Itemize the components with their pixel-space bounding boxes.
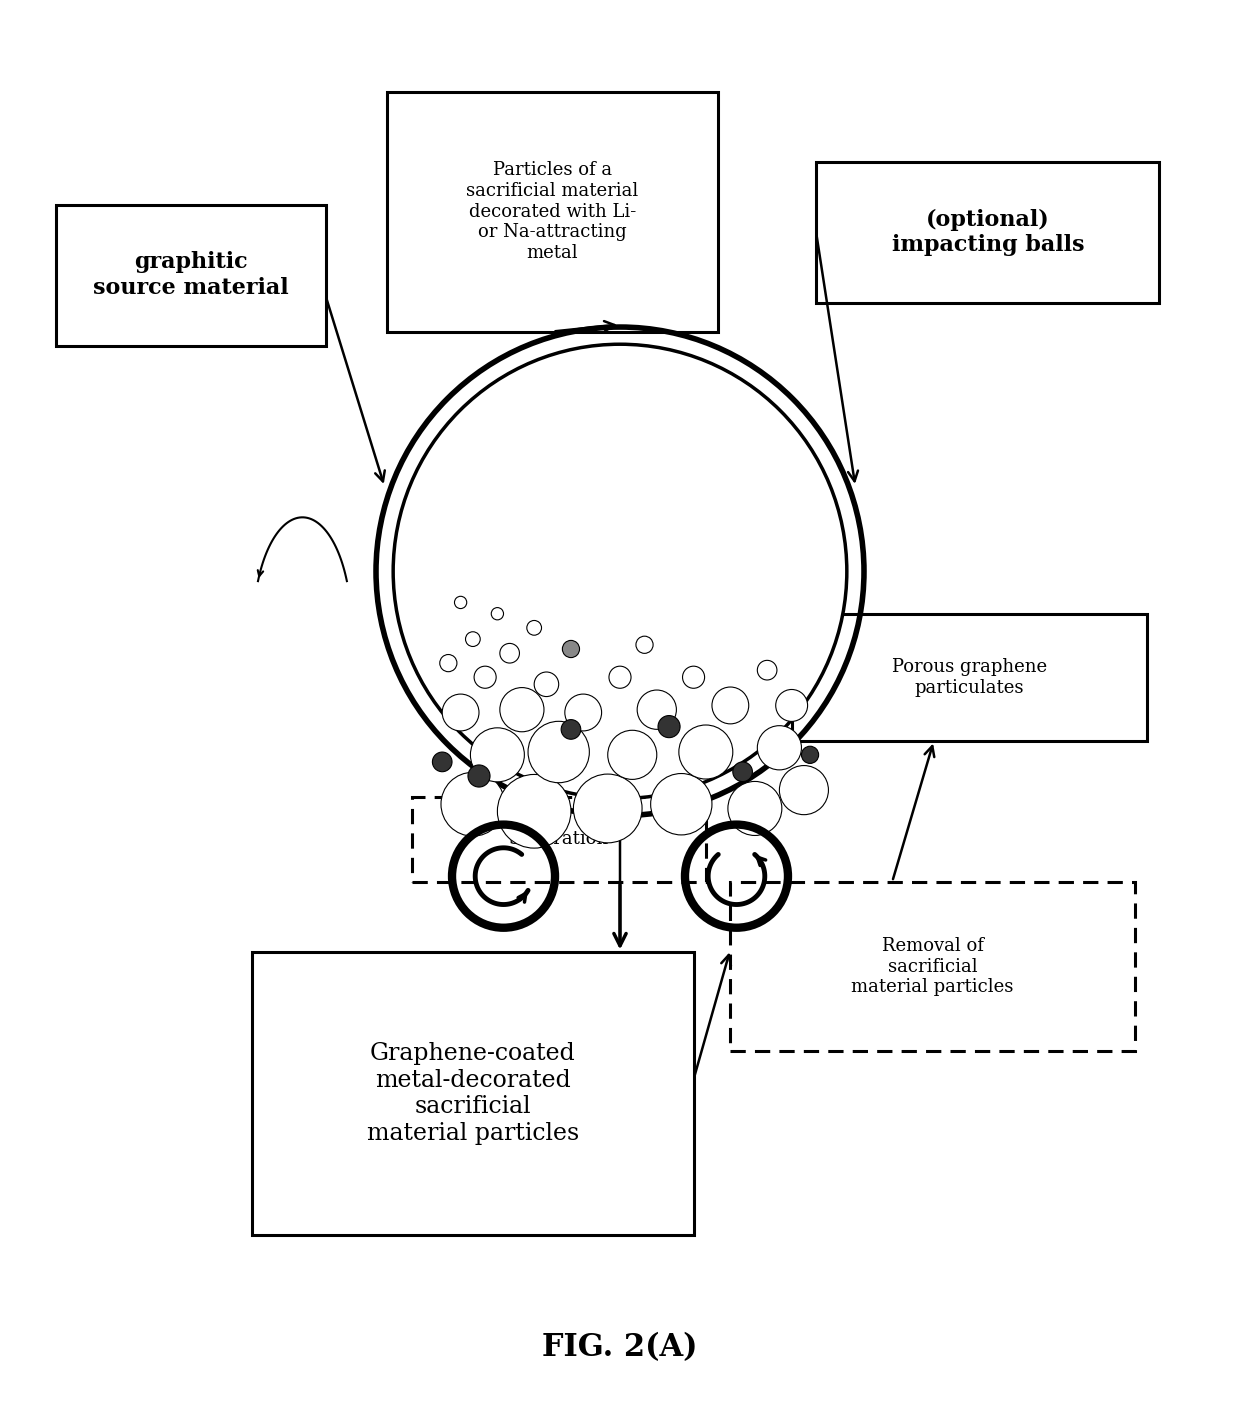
Ellipse shape (651, 774, 712, 835)
FancyBboxPatch shape (816, 162, 1159, 304)
Ellipse shape (528, 721, 589, 782)
Ellipse shape (565, 694, 601, 731)
Text: Separation: Separation (508, 831, 609, 848)
Text: (optional)
impacting balls: (optional) impacting balls (892, 209, 1084, 256)
FancyBboxPatch shape (791, 614, 1147, 741)
Ellipse shape (563, 640, 579, 657)
Ellipse shape (608, 730, 657, 779)
Ellipse shape (470, 728, 525, 782)
Text: Graphene-coated
metal-decorated
sacrificial
material particles: Graphene-coated metal-decorated sacrific… (367, 1042, 579, 1144)
Ellipse shape (497, 774, 570, 848)
Ellipse shape (440, 654, 456, 671)
Ellipse shape (474, 665, 496, 688)
Ellipse shape (465, 631, 480, 647)
Ellipse shape (780, 765, 828, 815)
Ellipse shape (712, 687, 749, 724)
Ellipse shape (443, 694, 479, 731)
Ellipse shape (534, 673, 559, 697)
Text: FIG. 2(A): FIG. 2(A) (542, 1332, 698, 1362)
Ellipse shape (728, 781, 782, 835)
FancyBboxPatch shape (387, 91, 718, 332)
Ellipse shape (609, 665, 631, 688)
Ellipse shape (682, 665, 704, 688)
FancyBboxPatch shape (730, 882, 1135, 1052)
Ellipse shape (527, 620, 542, 636)
Ellipse shape (733, 762, 753, 781)
Ellipse shape (776, 690, 807, 721)
Ellipse shape (433, 752, 453, 772)
Text: graphitic
source material: graphitic source material (93, 251, 289, 299)
Ellipse shape (500, 644, 520, 663)
Ellipse shape (562, 720, 580, 740)
Ellipse shape (455, 596, 466, 608)
Ellipse shape (758, 725, 801, 770)
Text: Particles of a
sacrificial material
decorated with Li-
or Na-attracting
metal: Particles of a sacrificial material deco… (466, 161, 639, 262)
Ellipse shape (658, 715, 680, 738)
FancyBboxPatch shape (56, 205, 326, 346)
Ellipse shape (637, 690, 676, 730)
Text: Removal of
sacrificial
material particles: Removal of sacrificial material particle… (852, 936, 1014, 996)
Ellipse shape (441, 772, 505, 836)
FancyBboxPatch shape (252, 952, 693, 1234)
Ellipse shape (636, 636, 653, 653)
FancyBboxPatch shape (412, 797, 706, 882)
Ellipse shape (573, 774, 642, 842)
Ellipse shape (491, 607, 503, 620)
Text: Porous graphene
particulates: Porous graphene particulates (892, 658, 1047, 697)
Ellipse shape (467, 765, 490, 787)
Ellipse shape (678, 725, 733, 779)
Ellipse shape (393, 345, 847, 798)
Ellipse shape (758, 660, 777, 680)
Ellipse shape (801, 747, 818, 764)
Ellipse shape (500, 688, 544, 732)
